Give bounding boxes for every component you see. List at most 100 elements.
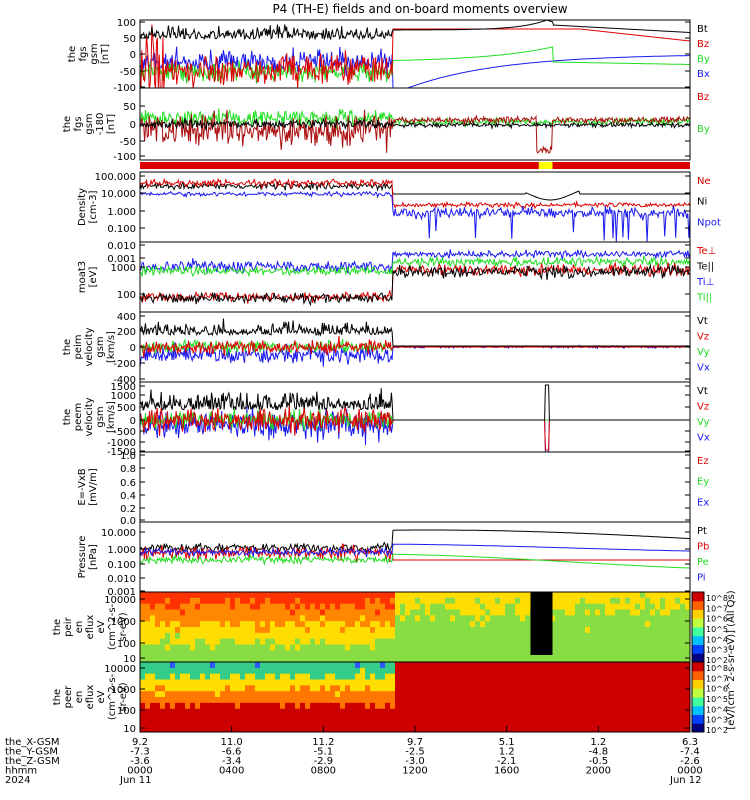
spectrogram-cell (675, 691, 681, 698)
spectrogram-cell (665, 662, 671, 669)
spectrogram-cell (290, 662, 296, 669)
spectrogram-cell (245, 697, 251, 704)
spectrogram-cell (680, 702, 686, 710)
spectrogram-cell (525, 650, 531, 657)
spectrogram-cell (160, 627, 166, 634)
spectrogram-cell (280, 667, 286, 675)
y-axis-label: the (52, 689, 63, 705)
spectrogram-cell (140, 714, 146, 721)
spectrogram-cell (565, 691, 571, 698)
spectrogram-cell (170, 685, 176, 692)
spectrogram-cell (550, 685, 556, 692)
spectrogram-cell (215, 697, 221, 704)
spectrogram-cell (655, 597, 661, 605)
spectrogram-cell (155, 679, 161, 686)
spectrogram-cell (585, 615, 591, 622)
spectrogram-cell (375, 609, 381, 616)
spectrogram-cell (240, 632, 246, 640)
spectrogram-cell (560, 621, 566, 628)
spectrogram-cell (595, 714, 601, 721)
spectrogram-cell (405, 726, 411, 732)
spectrogram-cell (650, 714, 656, 721)
spectrogram-cell (295, 685, 301, 692)
spectrogram-cell (380, 615, 386, 622)
spectrogram-cell (470, 592, 476, 599)
spectrogram-cell (520, 714, 526, 721)
spectrogram-cell (685, 667, 690, 675)
spectrogram-cell (410, 656, 416, 662)
spectrogram-cell (320, 702, 326, 710)
spectrogram-cell (365, 656, 371, 662)
spectrogram-cell (430, 609, 436, 616)
spectrogram-cell (655, 644, 661, 651)
spectrogram-cell (250, 720, 256, 727)
spectrogram-cell (205, 720, 211, 727)
spectrogram-cell (600, 720, 606, 727)
spectrogram-cell (570, 697, 576, 704)
spectrogram-cell (400, 726, 406, 732)
spectrogram-cell (430, 621, 436, 628)
spectrogram-cell (275, 632, 281, 640)
spectrogram-cell (200, 638, 206, 646)
spectrogram-cell (465, 697, 471, 704)
series-By (140, 108, 690, 131)
spectrogram-cell (400, 644, 406, 651)
spectrogram-cell (640, 627, 646, 634)
spectrogram-cell (615, 679, 621, 686)
spectrogram-cell (180, 708, 186, 716)
spectrogram-cell (555, 667, 561, 675)
spectrogram-cell (395, 597, 401, 605)
spectrogram-cell (350, 632, 356, 640)
spectrogram-cell (205, 597, 211, 605)
spectrogram-cell (160, 720, 166, 727)
spectrogram-cell (475, 615, 481, 622)
spectrogram-cell (595, 609, 601, 616)
y-axis-label: [nT] (100, 44, 111, 64)
spectrogram-cell (160, 632, 166, 640)
spectrogram-cell (405, 632, 411, 640)
spectrogram-cell (305, 656, 311, 662)
legend-Vz: Vz (697, 332, 709, 343)
spectrogram-cell (395, 615, 401, 622)
spectrogram-cell (485, 597, 491, 605)
spectrogram-cell (685, 726, 690, 732)
spectrogram-cell (575, 662, 581, 669)
spectrogram-cell (350, 667, 356, 675)
spectrogram-cell (500, 592, 506, 599)
y-tick-label: 0.6 (120, 478, 136, 489)
spectrogram-cell (630, 597, 636, 605)
spectrogram-cell (500, 662, 506, 669)
spectrogram-cell (480, 662, 486, 669)
spectrogram-cell (255, 650, 261, 657)
spectrogram-cell (570, 726, 576, 732)
spectrogram-cell (170, 673, 176, 681)
spectrogram-cell (215, 603, 221, 611)
spectrogram-cell (425, 685, 431, 692)
spectrogram-cell (655, 592, 661, 599)
spectrogram-cell (330, 656, 336, 662)
spectrogram-cell (230, 697, 236, 704)
spectrogram-cell (140, 597, 146, 605)
spectrogram-cell (390, 708, 396, 716)
spectrogram-cell (590, 679, 596, 686)
spectrogram-cell (520, 673, 526, 681)
spectrogram-cell (225, 708, 231, 716)
legend-Vt: Vt (697, 386, 708, 397)
spectrogram-cell (595, 597, 601, 605)
spectrogram-cell (685, 609, 690, 616)
spectrogram-cell (220, 621, 226, 628)
spectrogram-cell (320, 662, 326, 669)
y-tick-label: 1.000 (107, 207, 136, 218)
spectrogram-cell (145, 702, 151, 710)
spectrogram-cell (330, 609, 336, 616)
spectrogram-cell (445, 714, 451, 721)
spectrogram-cell (220, 685, 226, 692)
spectrogram-cell (280, 679, 286, 686)
spectrogram-cell (275, 644, 281, 651)
spectrogram-cell (330, 708, 336, 716)
spectrogram-cell (510, 592, 516, 599)
spectrogram-cell (415, 662, 421, 669)
spectrogram-cell (200, 621, 206, 628)
spectrogram-cell (565, 597, 571, 605)
spectrogram-cell (215, 702, 221, 710)
